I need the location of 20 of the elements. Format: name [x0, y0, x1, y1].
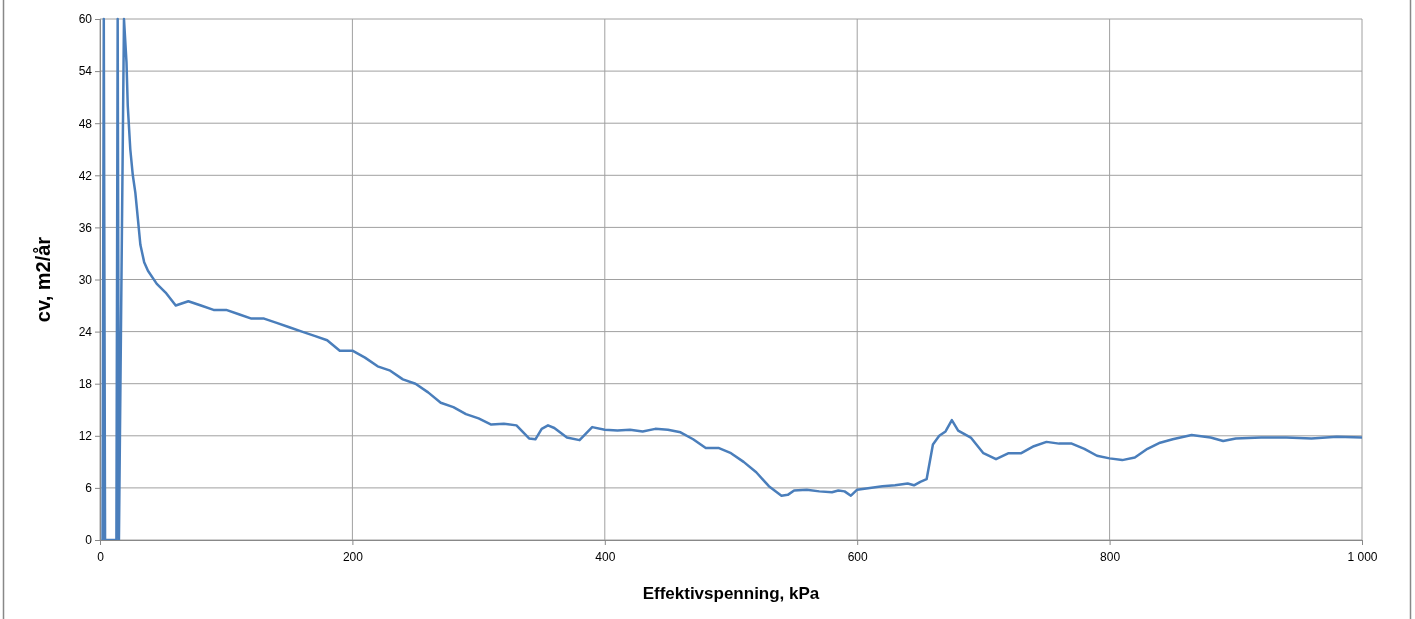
x-tick-label: 600 — [847, 550, 869, 565]
y-tick-label: 12 — [78, 429, 93, 444]
y-tick-label: 54 — [78, 64, 93, 79]
line-series — [101, 17, 1362, 540]
y-tick-label: 0 — [85, 533, 93, 548]
y-tick-label: 18 — [78, 377, 93, 392]
y-axis-title: cv, m2/år — [32, 236, 54, 323]
x-tick-label: 800 — [1100, 550, 1121, 565]
x-tick-label: 0 — [97, 550, 105, 565]
y-tick-label: 24 — [78, 324, 93, 339]
y-tick-label: 36 — [78, 220, 93, 235]
x-axis-title: Effektivspenning, kPa — [642, 584, 820, 603]
y-tick-label: 60 — [78, 12, 93, 27]
y-tick-label: 42 — [78, 168, 93, 183]
x-tick-label: 1 000 — [1347, 550, 1378, 565]
y-tick-label: 30 — [78, 272, 93, 287]
y-tick-label: 48 — [78, 116, 93, 131]
x-tick-label: 200 — [342, 550, 364, 565]
x-tick-label: 400 — [595, 550, 616, 565]
y-tick-label: 6 — [85, 481, 93, 496]
